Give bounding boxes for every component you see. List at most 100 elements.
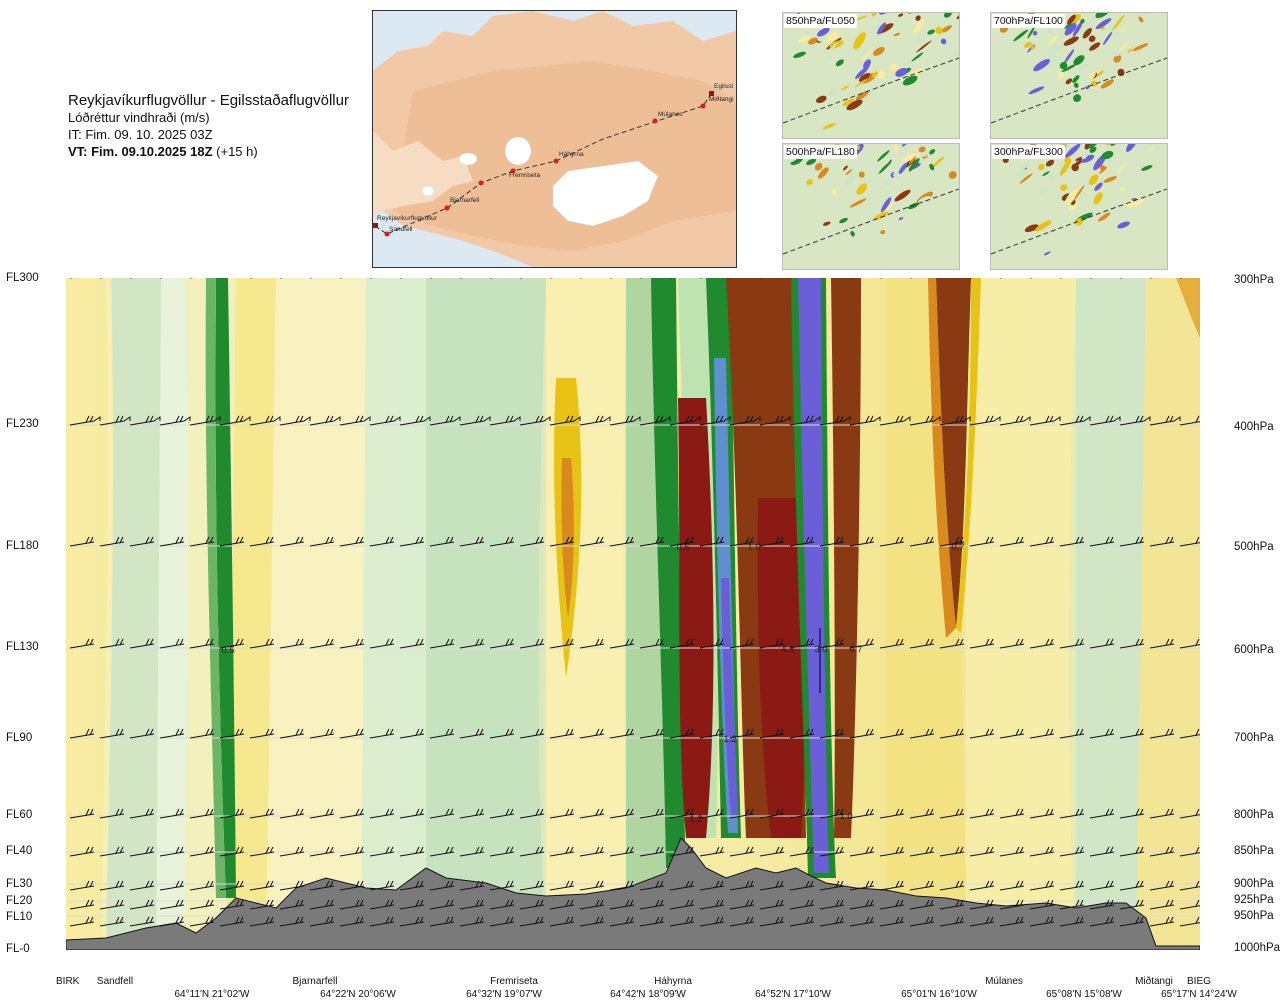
- thumb-300hpa[interactable]: 300hPa/FL300: [990, 143, 1168, 270]
- thumb-700hpa[interactable]: 700hPa/FL100: [990, 12, 1168, 139]
- wind-barb: [249, 916, 275, 927]
- wind-barb: [519, 899, 545, 910]
- wind-barb: [849, 808, 875, 819]
- wind-barb: [399, 880, 425, 891]
- wind-barb: [819, 536, 845, 547]
- wind-barb: [669, 880, 695, 891]
- thumb-blob: [1072, 75, 1080, 83]
- wind-barb: [1059, 638, 1085, 649]
- wind-barb: [429, 638, 455, 649]
- thumb-blob: [877, 22, 886, 35]
- wind-barb: [399, 536, 425, 547]
- wind-barb: [639, 638, 665, 649]
- wind-barb: [1029, 415, 1061, 426]
- thumb-blob: [806, 179, 813, 186]
- coord-6: 65°01'N 16°10'W: [901, 989, 977, 1000]
- wind-barb: [579, 899, 605, 910]
- thumb-blob: [1042, 171, 1050, 177]
- thumb-blob: [827, 88, 836, 97]
- thumb-blob: [827, 54, 832, 60]
- wind-barb: [729, 728, 755, 739]
- thumb-blob: [1060, 184, 1068, 191]
- wind-barb: [999, 880, 1025, 891]
- wind-barb: [699, 638, 725, 649]
- wind-barb: [879, 808, 905, 819]
- level-right-800: 800hPa: [1234, 809, 1274, 821]
- wind-barb: [909, 846, 935, 857]
- wind-barb: [549, 415, 581, 426]
- thumb-blob: [1037, 188, 1050, 196]
- wind-barb: [309, 808, 335, 819]
- thumb-blob: [803, 28, 810, 36]
- thumb-500hpa-label: 500hPa/FL180: [784, 145, 857, 159]
- parameter-label: Lóðréttur vindhraði (m/s): [68, 110, 210, 125]
- thumb-850hpa[interactable]: 850hPa/FL050: [782, 12, 960, 139]
- thumb-blob: [1141, 13, 1152, 17]
- wind-barb: [789, 808, 815, 819]
- wind-barb: [189, 880, 215, 891]
- thumb-blob: [894, 189, 911, 202]
- wind-barb: [909, 415, 941, 426]
- place-fremriseta: Fremriseta: [490, 976, 538, 987]
- thumb-blob: [915, 36, 923, 44]
- level-right-900: 900hPa: [1234, 878, 1274, 890]
- thumb-blob: [798, 35, 810, 43]
- wind-barb: [1089, 415, 1121, 426]
- level-right-925: 925hPa: [1234, 894, 1274, 906]
- wind-barb: [1029, 916, 1055, 927]
- endpoint-birk: BIRK: [56, 976, 80, 987]
- wind-barb: [579, 638, 605, 649]
- map-label-rvk: Reykjavíkurflugvöllur: [377, 215, 438, 222]
- wind-barb: [249, 536, 275, 547]
- wind-barb: [1149, 880, 1175, 891]
- wind-barb: [909, 808, 935, 819]
- thumb-500hpa[interactable]: 500hPa/FL180: [782, 143, 960, 270]
- wind-barb: [969, 415, 1001, 426]
- coord-5: 64°52'N 17°10'W: [755, 989, 831, 1000]
- init-time: IT: Fim. 09. 10. 2025 03Z: [68, 127, 213, 142]
- wind-barb: [339, 638, 365, 649]
- wind-barb: [1089, 638, 1115, 649]
- thumb-blob: [840, 85, 850, 91]
- thumb-blob: [886, 202, 894, 211]
- thumb-blob: [1102, 31, 1113, 46]
- wind-barb: [189, 808, 215, 819]
- thumb-blob: [849, 198, 867, 208]
- thumb-blob: [941, 25, 952, 33]
- wind-barb: [1179, 728, 1200, 739]
- thumb-blob: [808, 37, 819, 45]
- thumb-blob: [927, 29, 935, 35]
- wind-barb: [789, 638, 815, 649]
- wind-barb: [309, 899, 335, 910]
- wind-barb: [279, 899, 305, 910]
- wind-barb: [789, 415, 821, 426]
- thumb-route-line: [991, 57, 1167, 124]
- thumb-blob: [1046, 27, 1055, 34]
- wind-barb: [399, 415, 431, 426]
- wind-barb: [729, 880, 755, 891]
- thumb-blob: [1024, 41, 1032, 48]
- thumb-blob: [871, 71, 879, 78]
- thumb-700hpa-label: 700hPa/FL100: [992, 14, 1065, 28]
- wind-barb: [1149, 808, 1175, 819]
- thumb-blob: [918, 146, 926, 153]
- thumb-blob: [860, 49, 873, 63]
- endpoint-bieg: BIEG: [1187, 976, 1211, 987]
- thumb-blob: [932, 156, 945, 168]
- thumb-blob: [883, 178, 892, 187]
- thumb-blob: [1080, 154, 1095, 163]
- wind-barb: [609, 916, 635, 927]
- thumb-blob: [830, 42, 837, 52]
- wind-barb: [669, 846, 695, 857]
- wind-barb: [819, 728, 845, 739]
- wind-barb: [279, 536, 305, 547]
- thumb-blob: [879, 13, 894, 15]
- level-right-700: 700hPa: [1234, 732, 1274, 744]
- wind-barb: [279, 846, 305, 857]
- contour-label-9: 1.2: [689, 814, 702, 825]
- wind-barb: [189, 638, 215, 649]
- wind-barb: [639, 846, 665, 857]
- wind-barb: [429, 415, 461, 426]
- wind-barb: [819, 899, 845, 910]
- wind-barb: [459, 638, 485, 649]
